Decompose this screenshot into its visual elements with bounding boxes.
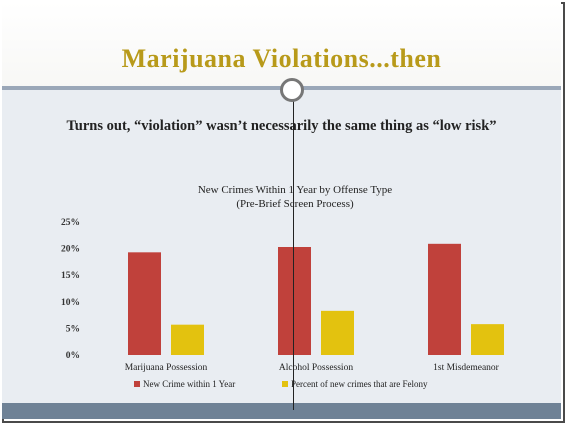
- slide-title: Marijuana Violations...then: [121, 44, 442, 73]
- legend-label: New Crime within 1 Year: [143, 379, 235, 389]
- x-category-label: Alcohol Possession: [279, 363, 353, 373]
- bar-felony: [471, 324, 504, 355]
- x-category-label: Marijuana Possession: [125, 363, 208, 373]
- title-band: [2, 2, 561, 88]
- y-tick-label: 0%: [66, 351, 80, 361]
- cursor-ring-icon: [280, 78, 304, 102]
- chart-title: New Crimes Within 1 Year by Offense Type: [198, 184, 392, 196]
- y-tick-label: 15%: [61, 271, 80, 281]
- chart-subtitle: (Pre-Brief Screen Process): [236, 198, 354, 210]
- x-category-label: 1st Misdemeanor: [433, 363, 500, 373]
- footer-band: [2, 403, 561, 419]
- bar-new-crime: [278, 247, 311, 355]
- bar-felony: [171, 324, 204, 355]
- bar-new-crime: [428, 243, 461, 355]
- y-tick-label: 5%: [66, 324, 80, 334]
- y-tick-label: 20%: [61, 245, 80, 255]
- y-tick-label: 10%: [61, 298, 80, 308]
- cursor-line: [293, 92, 294, 410]
- legend-label: Percent of new crimes that are Felony: [291, 379, 428, 389]
- y-tick-label: 25%: [61, 218, 80, 228]
- bar-felony: [321, 310, 354, 355]
- legend-swatch: [282, 381, 288, 387]
- bar-new-crime: [128, 252, 161, 355]
- legend-swatch: [134, 381, 140, 387]
- slide-subtitle: Turns out, “violation” wasn’t necessaril…: [66, 118, 497, 134]
